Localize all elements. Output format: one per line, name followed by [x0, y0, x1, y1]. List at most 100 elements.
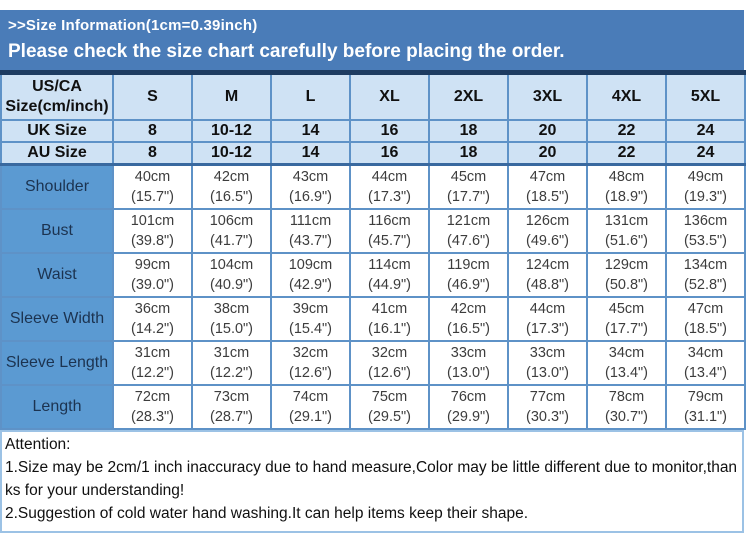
measurement-cm: 32cm: [292, 345, 329, 361]
measurement-cm: 75cm: [371, 389, 408, 405]
measurement-cm: 38cm: [213, 301, 250, 317]
attention-notes: 1.Size may be 2cm/1 inch inaccuracy due …: [5, 456, 739, 525]
size-column-header: XL: [349, 71, 430, 121]
measurement-inch: (47.6"): [446, 233, 491, 249]
measurement-inch: (16.5"): [446, 321, 491, 337]
measurement-cell: 34cm (13.4"): [665, 340, 746, 386]
measurement-cm: 31cm: [134, 345, 171, 361]
measurement-inch: (12.6"): [288, 365, 333, 381]
measurement-cell: 31cm (12.2"): [191, 340, 272, 386]
attention-note: 2.Suggestion of cold water hand washing.…: [5, 505, 529, 522]
measurement-cm: 119cm: [447, 257, 490, 273]
size-number-cell: 20: [507, 119, 588, 143]
size-column-header: M: [191, 71, 272, 121]
measurement-cell: 111cm (43.7"): [270, 208, 351, 254]
measurement-inch: (19.3"): [683, 189, 728, 205]
measurement-inch: (29.5"): [367, 409, 412, 425]
size-number-cell: 16: [349, 141, 430, 166]
measurement-cm: 131cm: [604, 213, 649, 229]
size-column-header: 4XL: [586, 71, 667, 121]
measurement-cm: 101cm: [130, 213, 175, 229]
measurement-cm: 36cm: [134, 301, 171, 317]
measurement-inch: (12.2"): [130, 365, 175, 381]
measurement-inch: (53.5"): [683, 233, 728, 249]
measurement-row-label: Shoulder: [0, 163, 114, 210]
size-number-cell: 8: [112, 141, 193, 166]
measurement-cm: 45cm: [608, 301, 645, 317]
measurement-cm: 116cm: [368, 213, 411, 229]
measurement-inch: (30.3"): [525, 409, 570, 425]
measurement-inch: (12.2"): [209, 365, 254, 381]
measurement-inch: (45.7"): [367, 233, 412, 249]
measurement-cell: 116cm (45.7"): [349, 208, 430, 254]
measurement-inch: (17.3"): [525, 321, 570, 337]
measurement-cell: 76cm (29.9"): [428, 384, 509, 430]
measurement-inch: (40.9"): [209, 277, 254, 293]
measurement-inch: (13.4"): [604, 365, 649, 381]
measurement-cm: 124cm: [525, 257, 570, 273]
measurement-cell: 109cm (42.9"): [270, 252, 351, 298]
measurement-cell: 40cm (15.7"): [112, 163, 193, 210]
measurement-cell: 38cm (15.0"): [191, 296, 272, 342]
measurement-cell: 42cm (16.5"): [428, 296, 509, 342]
measurement-row-label: Waist: [0, 252, 114, 298]
measurement-inch: (39.8"): [130, 233, 175, 249]
measurement-cell: 106cm (41.7"): [191, 208, 272, 254]
size-number-cell: 14: [270, 141, 351, 166]
measurement-inch: (13.4"): [683, 365, 728, 381]
measurement-inch: (15.4"): [288, 321, 333, 337]
measurement-cell: 44cm (17.3"): [507, 296, 588, 342]
measurement-inch: (16.9"): [288, 189, 333, 205]
measurement-cell: 114cm (44.9"): [349, 252, 430, 298]
size-number-cell: 22: [586, 119, 667, 143]
measurement-cell: 32cm (12.6"): [270, 340, 351, 386]
measurement-inch: (31.1"): [683, 409, 728, 425]
measurement-inch: (28.7"): [209, 409, 254, 425]
size-number-cell: 24: [665, 141, 746, 166]
measurement-cell: 47cm (18.5"): [507, 163, 588, 210]
measurement-cm: 43cm: [292, 169, 329, 185]
measurement-row: Sleeve Width 36cm (14.2") 38cm (15.0") 39cm (1…: [0, 296, 746, 342]
measurement-cm: 104cm: [209, 257, 254, 273]
measurement-inch: (17.3"): [367, 189, 412, 205]
measurement-cell: 124cm (48.8"): [507, 252, 588, 298]
measurement-cm: 33cm: [450, 345, 487, 361]
measurement-inch: (16.5"): [209, 189, 254, 205]
measurement-cm: 72cm: [134, 389, 171, 405]
measurement-cell: 33cm (13.0"): [507, 340, 588, 386]
measurement-cell: 47cm (18.5"): [665, 296, 746, 342]
measurement-inch: (14.2"): [130, 321, 175, 337]
measurement-cm: 134cm: [683, 257, 728, 273]
measurement-cell: 119cm (46.9"): [428, 252, 509, 298]
measurement-inch: (13.0"): [525, 365, 570, 381]
measurement-inch: (39.0"): [130, 277, 175, 293]
measurement-cell: 32cm (12.6"): [349, 340, 430, 386]
measurement-inch: (44.9"): [367, 277, 412, 293]
measurement-cell: 136cm (53.5"): [665, 208, 746, 254]
banner-subtitle: Please check the size chart carefully be…: [8, 41, 565, 62]
measurement-inch: (18.9"): [604, 189, 649, 205]
measurement-inch: (28.3"): [130, 409, 175, 425]
measurement-inch: (52.8"): [683, 277, 728, 293]
measurement-cell: 34cm (13.4"): [586, 340, 667, 386]
size-number-cell: 18: [428, 119, 509, 143]
measurement-cell: 43cm (16.9"): [270, 163, 351, 210]
size-row-label: UK Size: [0, 119, 114, 143]
measurement-inch: (29.1"): [288, 409, 333, 425]
measurement-cell: 73cm (28.7"): [191, 384, 272, 430]
measurement-cm: 49cm: [687, 169, 724, 185]
measurement-cm: 44cm: [529, 301, 566, 317]
measurement-cell: 75cm (29.5"): [349, 384, 430, 430]
measurement-row: Waist 99cm (39.0") 104cm (40.9") 109cm (42.9")…: [0, 252, 746, 298]
measurement-cm: 42cm: [450, 301, 487, 317]
size-number-cell: 18: [428, 141, 509, 166]
measurement-inch: (43.7"): [288, 233, 333, 249]
measurement-cell: 45cm (17.7"): [428, 163, 509, 210]
measurement-cm: 109cm: [288, 257, 333, 273]
measurement-cm: 106cm: [209, 213, 254, 229]
measurement-cm: 39cm: [292, 301, 329, 317]
measurement-cm: 42cm: [213, 169, 250, 185]
measurement-cell: 134cm (52.8"): [665, 252, 746, 298]
size-chart-table: US/CA Size(cm/inch) S M L XL 2XL 3XL 4XL 5XL UK S…: [0, 70, 746, 430]
